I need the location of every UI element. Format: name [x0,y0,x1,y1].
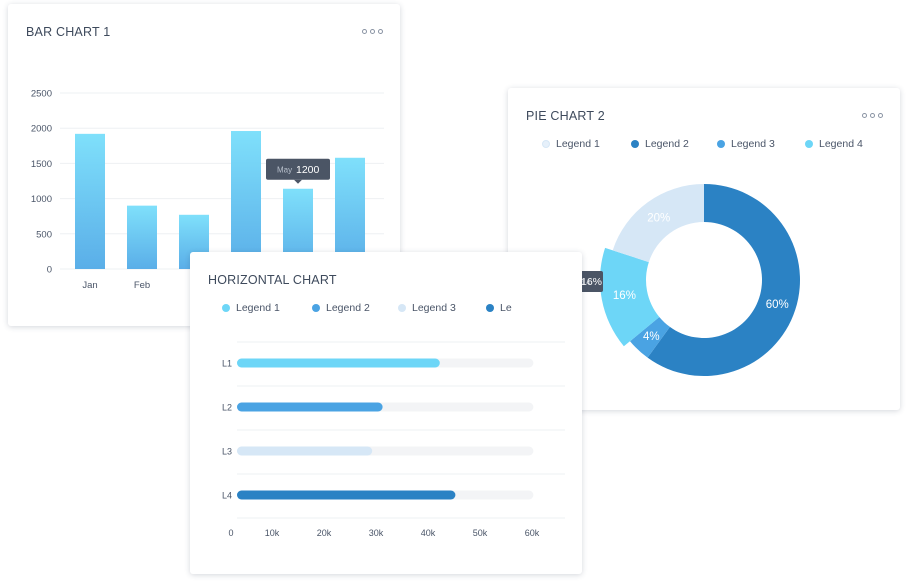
slice-label: 16% [613,290,636,302]
legend-dot-icon [717,140,725,148]
horizontal-legend-item[interactable]: Legend 2 [312,302,398,314]
pie-legend-label: Legend 3 [731,138,775,150]
slice-label: 20% [647,213,670,225]
pie-chart-title: PIE CHART 2 [526,109,605,123]
pie-legend-label: Legend 1 [556,138,600,150]
x-tick-label: 30k [369,528,384,538]
pie-slice [600,247,660,347]
bar-mark [127,205,157,269]
y-tick-label: 1000 [31,194,52,205]
x-tick-label: 40k [421,528,436,538]
x-tick-label: 20k [317,528,332,538]
more-dots-icon[interactable] [362,29,383,34]
pie-legend-label: Legend 2 [645,138,689,150]
bar-chart-title: BAR CHART 1 [26,25,111,39]
y-tick-label: L4 [222,491,232,501]
y-tick-label: 2000 [31,124,52,135]
legend-dot-icon [486,304,494,312]
horizontal-legend-item[interactable]: Legend 1 [222,302,312,314]
more-dots-icon[interactable] [862,113,883,118]
legend-dot-icon [631,140,639,148]
bar-mark [237,358,440,368]
y-tick-label: 500 [36,229,52,240]
legend-dot-icon [805,140,813,148]
y-tick-label: L2 [222,403,232,413]
legend-dot-icon [312,304,320,312]
horizontal-legend-label: Legend 2 [326,302,370,314]
tooltip-arrow-icon [294,179,302,184]
pie-legend-item[interactable]: Legend 1 [542,138,631,150]
pie-slice [612,184,704,263]
legend-dot-icon [542,140,550,148]
slice-label: 60% [766,299,789,311]
horizontal-legend: Legend 1 Legend 2 Legend 3 Le [222,302,512,314]
pie-slice [630,316,670,358]
x-tick-label: Feb [134,280,150,291]
tooltip-box [266,158,330,180]
x-tick-label: 50k [473,528,488,538]
pie-chart-plot: 60%4%16%20%Legend 416% [545,184,800,376]
horizontal-chart-title: HORIZONTAL CHART [208,273,337,287]
horizontal-chart-card: HORIZONTAL CHART Legend 1 Legend 2 Legen… [190,252,582,574]
bar-mark [335,157,365,269]
horizontal-legend-label: Legend 1 [236,302,280,314]
y-tick-label: 1500 [31,159,52,170]
horizontal-chart-plot: L1 L2 L3 L4 0 10k 20k 30k 40k 50k 60k [222,341,565,538]
legend-dot-icon [398,304,406,312]
y-tick-label: L3 [222,447,232,457]
horizontal-legend-item[interactable]: Legend 3 [398,302,486,314]
horizontal-legend-label: Le [500,302,512,314]
pie-legend-label: Legend 4 [819,138,863,150]
horizontal-legend-item[interactable]: Le [486,302,512,314]
pie-legend-item[interactable]: Legend 4 [805,138,863,150]
legend-dot-icon [222,304,230,312]
x-tick-label: 60k [525,528,540,538]
pie-legend-item[interactable]: Legend 2 [631,138,717,150]
tooltip-label: May [277,166,292,175]
bar-mark [237,490,456,500]
pie-slice [647,184,800,376]
tooltip-value: 16% [581,276,602,288]
pie-legend-item[interactable]: Legend 3 [717,138,805,150]
x-tick-label: Jan [82,280,97,291]
bar-mark [237,446,373,456]
bar-mark [75,133,105,269]
pie-legend: Legend 1 Legend 2 Legend 3 Legend 4 [542,138,863,150]
tooltip-value: 1200 [296,164,320,176]
slice-label: 4% [643,331,660,343]
horizontal-legend-label: Legend 3 [412,302,456,314]
x-tick-label: 0 [228,528,233,538]
y-tick-label: 2500 [31,89,52,100]
bar-mark [231,131,261,269]
y-tick-label: L1 [222,359,232,369]
y-tick-label: 0 [47,265,52,276]
x-tick-label: 10k [265,528,280,538]
bar-mark [237,402,383,412]
